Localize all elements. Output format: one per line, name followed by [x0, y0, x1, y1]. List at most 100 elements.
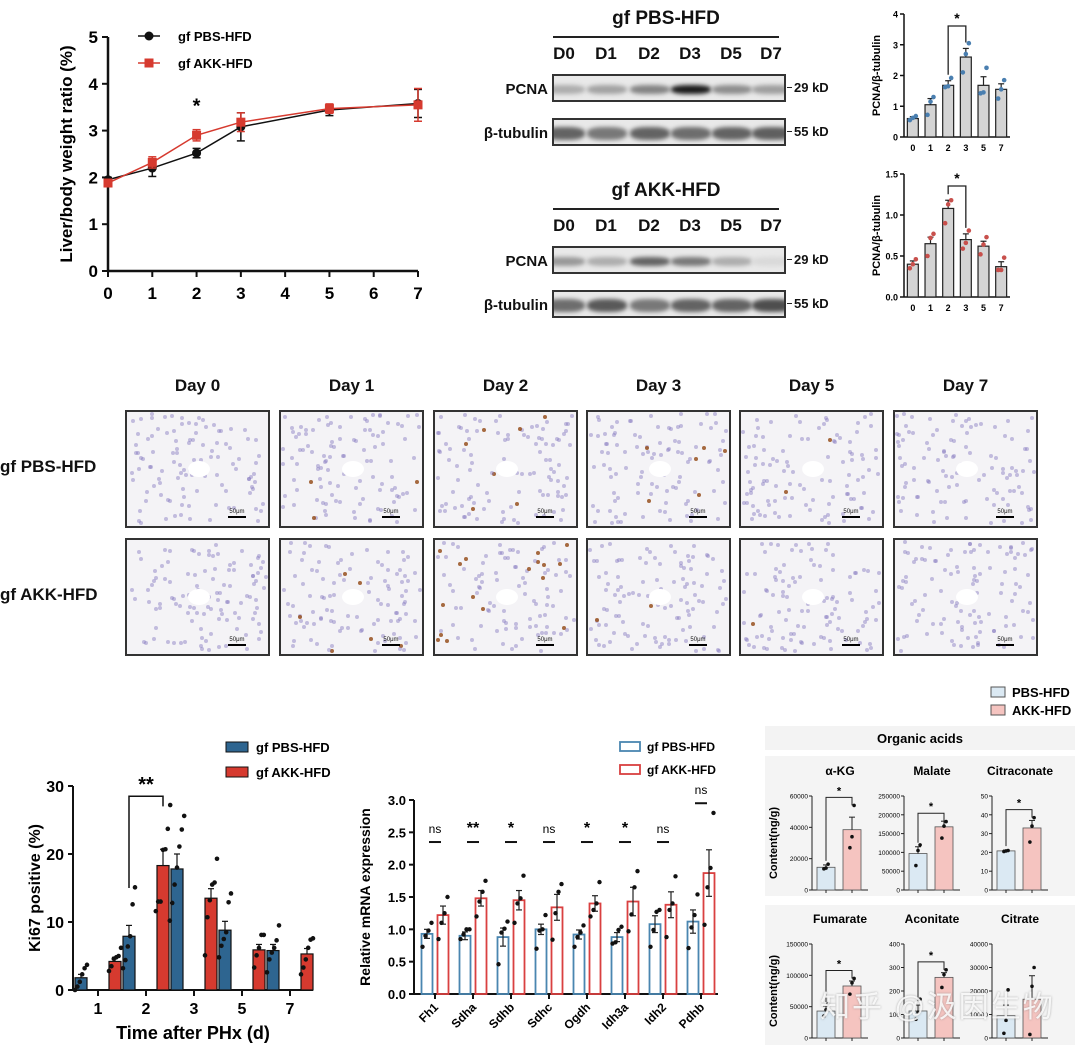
nucleus — [923, 558, 928, 563]
nucleus — [201, 417, 206, 422]
nucleus — [353, 439, 358, 444]
nucleus — [327, 454, 332, 459]
nucleus — [745, 571, 750, 576]
nucleus — [214, 441, 219, 446]
nucleus — [834, 432, 839, 437]
nucleus — [568, 443, 573, 448]
nucleus — [511, 548, 516, 553]
nucleus — [1031, 617, 1036, 622]
nucleus — [1011, 489, 1016, 494]
nucleus — [187, 504, 192, 509]
protein-band — [752, 299, 784, 312]
nucleus — [315, 497, 320, 502]
scale-bar: 50μm — [536, 637, 554, 646]
nucleus — [862, 490, 867, 495]
data-point — [236, 117, 246, 127]
y-tick-label: 40000 — [790, 825, 808, 832]
nucleus — [209, 607, 214, 612]
nucleus — [1027, 600, 1032, 605]
nucleus — [616, 574, 621, 579]
nucleus — [1008, 488, 1013, 493]
data-point — [1001, 77, 1007, 83]
nucleus — [667, 642, 672, 647]
x-tick-label: 7 — [286, 1001, 295, 1018]
nucleus — [244, 646, 249, 651]
nucleus — [901, 412, 906, 417]
nucleus — [203, 568, 208, 573]
significance-bracket — [947, 185, 967, 228]
data-point — [913, 113, 919, 119]
nucleus — [823, 415, 828, 420]
nucleus — [634, 642, 639, 647]
nucleus — [793, 543, 798, 548]
data-point — [301, 965, 306, 970]
nucleus — [456, 636, 461, 641]
nucleus — [154, 575, 159, 580]
nucleus — [309, 449, 314, 454]
nucleus — [500, 642, 505, 647]
group-row-title: gf PBS-HFD — [0, 457, 97, 476]
nucleus — [354, 614, 359, 619]
nucleus — [460, 504, 465, 509]
nucleus — [599, 450, 604, 455]
ki67-positive-nucleus — [435, 637, 440, 642]
nucleus — [939, 621, 944, 626]
protein-band — [587, 299, 627, 312]
nucleus — [542, 544, 547, 549]
nucleus — [978, 422, 983, 427]
nucleus — [336, 484, 341, 489]
ki67-positive-nucleus — [535, 551, 540, 556]
nucleus — [923, 592, 928, 597]
data-point — [963, 51, 969, 57]
nucleus — [516, 584, 521, 589]
nucleus — [147, 600, 152, 605]
nucleus — [475, 516, 480, 521]
nucleus — [282, 494, 287, 499]
data-point — [702, 922, 707, 928]
nucleus — [854, 430, 859, 435]
ki67-positive-nucleus — [437, 548, 442, 553]
nucleus — [210, 448, 215, 453]
nucleus — [451, 588, 456, 593]
y-tick-label: 20 — [981, 850, 989, 857]
nucleus — [288, 549, 293, 554]
legend-marker — [144, 58, 154, 68]
nucleus — [869, 412, 874, 417]
ki67-positive-nucleus — [648, 603, 653, 608]
nucleus — [139, 520, 144, 525]
ki67-positive-nucleus — [645, 446, 650, 451]
nucleus — [288, 540, 293, 545]
histology-image: 50μm — [586, 538, 731, 656]
protein-band — [630, 257, 670, 266]
nucleus — [1029, 415, 1034, 420]
nucleus — [762, 645, 767, 650]
nucleus — [605, 607, 610, 612]
nucleus — [327, 648, 332, 653]
nucleus — [601, 607, 606, 612]
nucleus — [754, 456, 759, 461]
y-axis-label: Content(ng/g) — [768, 955, 780, 1027]
nucleus — [349, 551, 354, 556]
nucleus — [390, 475, 395, 480]
blot-strip — [552, 246, 786, 274]
data-point — [534, 946, 539, 951]
nucleus — [685, 460, 690, 465]
data-point — [931, 94, 936, 100]
data-point — [167, 918, 173, 923]
nucleus — [322, 454, 327, 459]
y-tick-label: 50 — [981, 794, 989, 801]
nucleus — [993, 425, 998, 430]
nucleus — [316, 559, 321, 564]
nucleus — [1008, 544, 1013, 549]
nucleus — [669, 426, 674, 431]
ki67-positive-nucleus — [457, 561, 462, 566]
nucleus — [544, 625, 549, 630]
nucleus — [163, 547, 168, 552]
nucleus — [377, 413, 382, 418]
nucleus — [480, 561, 485, 566]
nucleus — [551, 631, 556, 636]
nucleus — [649, 455, 654, 460]
protein-band — [554, 127, 585, 140]
nucleus — [325, 607, 330, 612]
